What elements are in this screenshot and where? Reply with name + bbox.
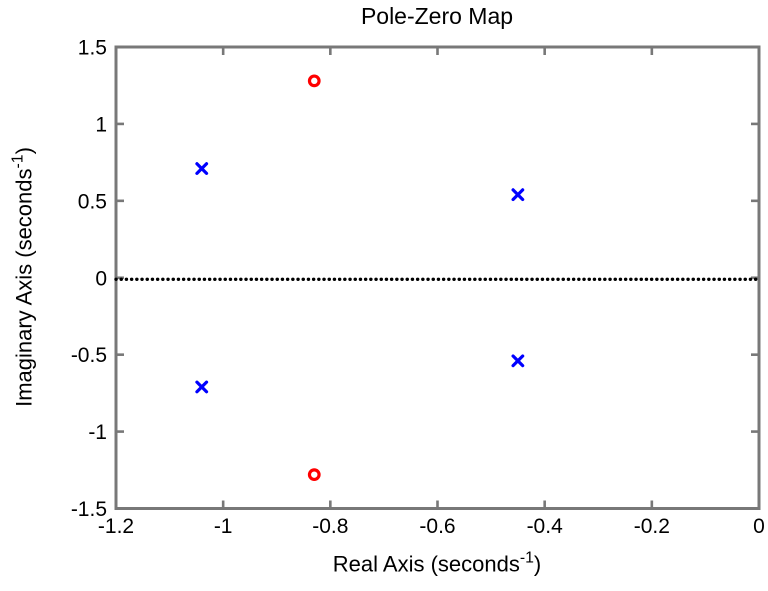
y-tick-label: 1.5 (78, 37, 107, 60)
x-axis-label-text: Real Axis (seconds (332, 551, 520, 577)
x-tick-label: -0.8 (312, 515, 348, 538)
x-tick-label: -1.2 (98, 515, 134, 538)
x-axis-label-superscript: -1 (519, 549, 534, 567)
y-tick-label: -1 (88, 421, 107, 444)
y-tick-label: 0 (95, 267, 107, 290)
x-axis-label: Real Axis (seconds-1) (333, 550, 542, 577)
pole-marker (195, 380, 209, 394)
y-axis-label-superscript: -1 (9, 154, 27, 169)
zero-marker (307, 468, 321, 482)
x-tick-label: -0.4 (527, 515, 564, 538)
y-axis-label: Imaginary Axis (seconds-1) (10, 147, 37, 407)
y-tick-label: 0.5 (78, 190, 107, 213)
zero-marker (307, 74, 321, 88)
pole-marker (195, 162, 209, 175)
chart-title: Pole-Zero Map (360, 3, 514, 29)
pole-marker (511, 354, 525, 368)
y-tick-label: -0.5 (71, 344, 107, 367)
x-axis-label-close: ) (533, 551, 542, 577)
y-tick-label: 1 (95, 113, 107, 136)
x-tick-label: -1 (214, 515, 233, 538)
x-tick-label: 0 (753, 515, 765, 538)
x-tick-label: -0.2 (634, 515, 670, 538)
y-axis-label-text: Imaginary Axis (seconds (11, 168, 37, 407)
x-tick-label: -0.6 (419, 515, 455, 538)
pole-marker (511, 188, 525, 202)
y-tick-label: -1.5 (71, 498, 107, 521)
